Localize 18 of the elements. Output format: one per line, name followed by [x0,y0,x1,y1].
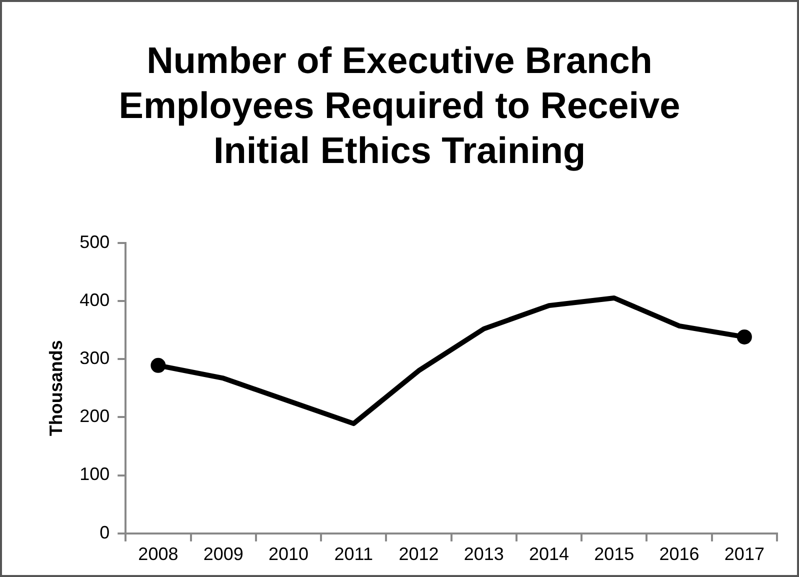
x-tick-label: 2009 [203,544,244,564]
y-tick-label: 100 [80,464,110,484]
x-tick-label: 2014 [529,544,570,564]
x-tick-label: 2017 [724,544,764,564]
y-tick-label: 300 [80,348,110,368]
x-tick-label: 2011 [334,544,373,564]
x-tick-label: 2012 [398,544,439,564]
y-tick-label: 0 [100,522,110,542]
y-tick-label: 400 [80,290,110,310]
chart-title: Number of Executive Branch Employees Required to Receive Initial Ethics Training [118,39,682,173]
y-tick-label: 500 [80,232,110,252]
x-tick-label: 2010 [268,544,308,564]
y-axis-title: Thousands [46,340,66,436]
y-tick-label: 200 [80,406,110,426]
x-tick-label: 2008 [138,544,178,564]
x-tick-label: 2015 [594,544,634,564]
x-tick-label: 2016 [659,544,700,564]
x-tick-label: 2013 [464,544,504,564]
